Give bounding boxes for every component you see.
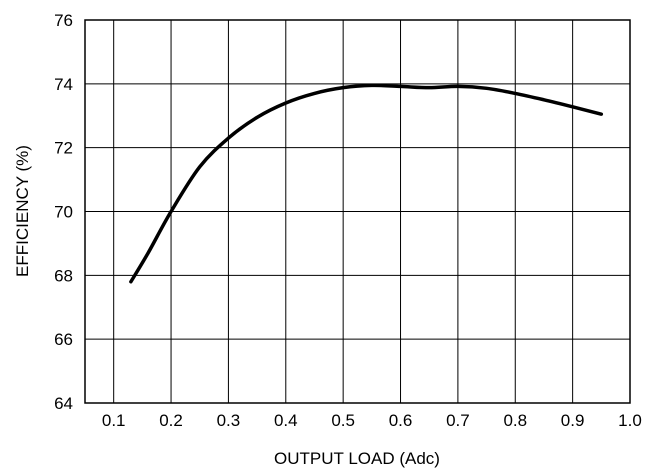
x-tick-label: 0.1 [102,411,126,430]
y-tick-label: 72 [54,139,73,158]
y-tick-label: 76 [54,11,73,30]
y-tick-label: 70 [54,203,73,222]
x-tick-label: 0.8 [503,411,527,430]
y-tick-label: 74 [54,75,73,94]
y-tick-label: 66 [54,330,73,349]
y-tick-label: 68 [54,266,73,285]
y-tick-labels: 64 66 68 70 72 74 76 [54,11,73,413]
x-tick-label: 0.6 [389,411,413,430]
y-tick-label: 64 [54,394,73,413]
x-tick-label: 0.3 [217,411,241,430]
x-tick-label: 0.7 [446,411,470,430]
x-tick-label: 0.4 [274,411,298,430]
efficiency-series-line [129,83,604,284]
grid [85,19,631,404]
x-tick-labels: 0.1 0.2 0.3 0.4 0.5 0.6 0.7 0.8 0.9 1.0 [102,411,642,430]
x-axis-label: OUTPUT LOAD (Adc) [274,449,440,468]
y-axis-label: EFFICIENCY (%) [13,145,32,277]
x-tick-label: 1.0 [618,411,642,430]
x-tick-label: 0.2 [159,411,183,430]
x-tick-label: 0.5 [331,411,355,430]
x-tick-label: 0.9 [561,411,585,430]
plot-frame [84,19,631,404]
